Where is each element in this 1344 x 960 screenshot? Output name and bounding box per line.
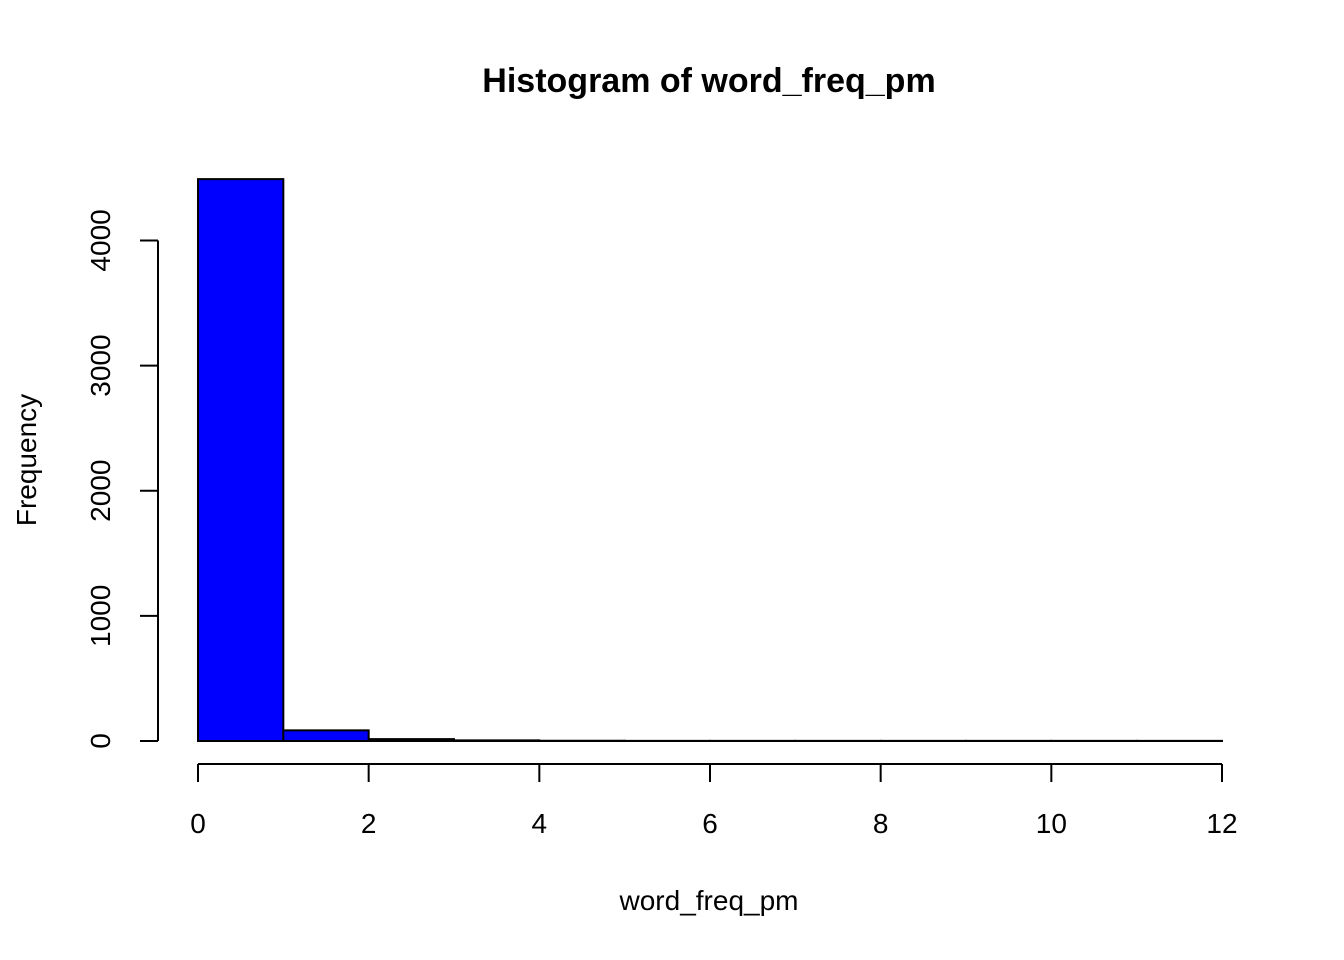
y-tick-label: 2000 xyxy=(85,460,116,522)
x-axis-label: word_freq_pm xyxy=(619,885,799,916)
histogram-bar xyxy=(282,729,370,742)
y-tick-label: 1000 xyxy=(85,585,116,647)
x-tick-label: 2 xyxy=(361,808,377,839)
y-tick-label: 3000 xyxy=(85,334,116,396)
x-tick-label: 4 xyxy=(532,808,548,839)
y-tick-label: 4000 xyxy=(85,209,116,271)
x-axis: 0 2 4 6 8 10 12 xyxy=(190,763,1238,839)
y-tick-label: 0 xyxy=(85,733,116,749)
y-axis: 0 1000 2000 3000 4000 xyxy=(85,209,159,749)
histogram-bar xyxy=(453,739,541,743)
histogram-bar xyxy=(197,178,285,742)
x-tick-label: 0 xyxy=(190,808,206,839)
x-tick-label: 10 xyxy=(1036,808,1067,839)
histogram-bars xyxy=(197,178,1223,743)
histogram-bar xyxy=(367,738,455,743)
x-tick-label: 12 xyxy=(1206,808,1237,839)
x-tick-label: 6 xyxy=(702,808,718,839)
y-axis-label: Frequency xyxy=(11,394,42,526)
x-tick-label: 8 xyxy=(873,808,889,839)
chart-title: Histogram of word_freq_pm xyxy=(482,62,935,100)
